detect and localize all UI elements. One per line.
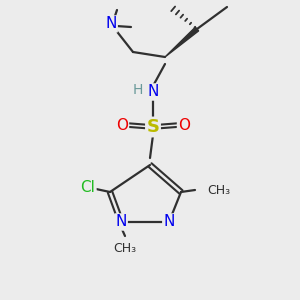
Text: Cl: Cl [81,179,95,194]
Text: CH₃: CH₃ [207,184,230,196]
Text: N: N [105,16,117,32]
Text: CH₃: CH₃ [113,242,136,254]
Polygon shape [165,27,199,57]
Text: N: N [163,214,175,230]
Text: N: N [115,214,127,230]
Text: O: O [116,118,128,133]
Text: O: O [178,118,190,133]
Text: S: S [146,118,160,136]
Text: N: N [147,85,159,100]
Text: H: H [133,83,143,97]
